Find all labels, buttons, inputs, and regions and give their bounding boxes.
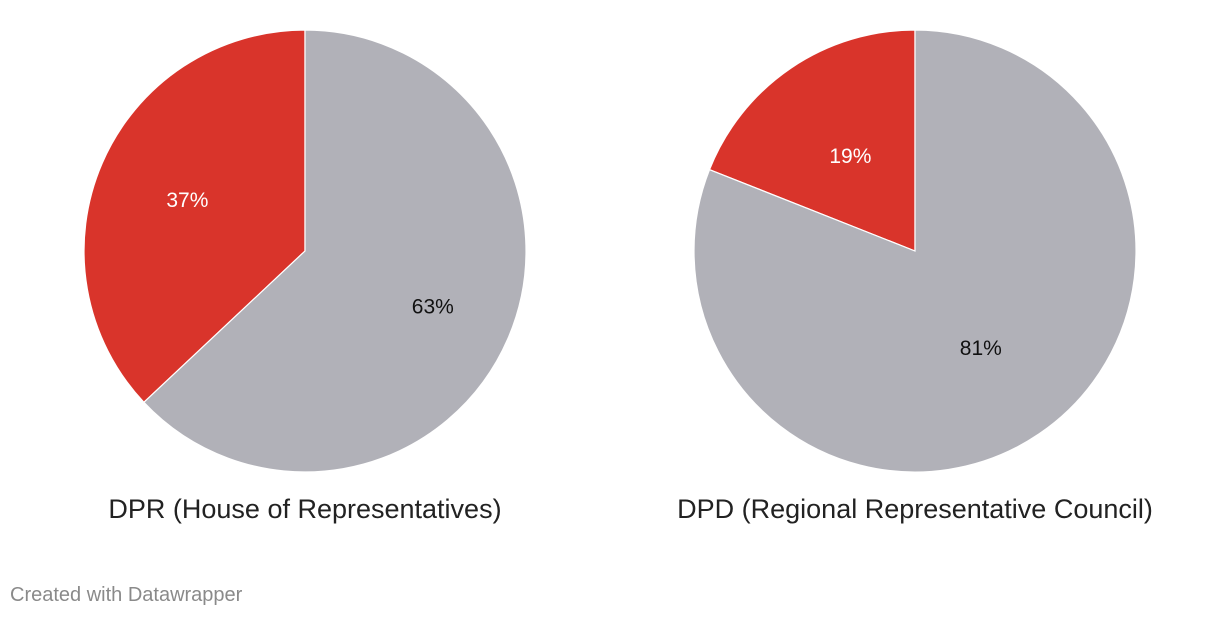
dpd-slice-81 (693, 29, 1137, 473)
dpr-pie-title: DPR (House of Representatives) (108, 494, 501, 524)
dpr-slice-63 (143, 29, 527, 473)
datawrapper-credit: Created with Datawrapper (10, 584, 243, 606)
dpr-slice-label-37: 37% (166, 189, 208, 212)
dpr-slice-37 (83, 29, 306, 404)
dpd-slice-19 (708, 29, 916, 252)
dpd-slice-label-19: 19% (829, 145, 871, 168)
dpd-pie-chart: 19% 81% (693, 29, 1137, 473)
dpd-pie-title: DPD (Regional Representative Council) (677, 494, 1153, 524)
dpd-slice-label-81: 81% (960, 337, 1002, 360)
dpr-slice-label-63: 63% (412, 295, 454, 318)
dpr-pie-chart: 37% 63% (83, 29, 527, 473)
